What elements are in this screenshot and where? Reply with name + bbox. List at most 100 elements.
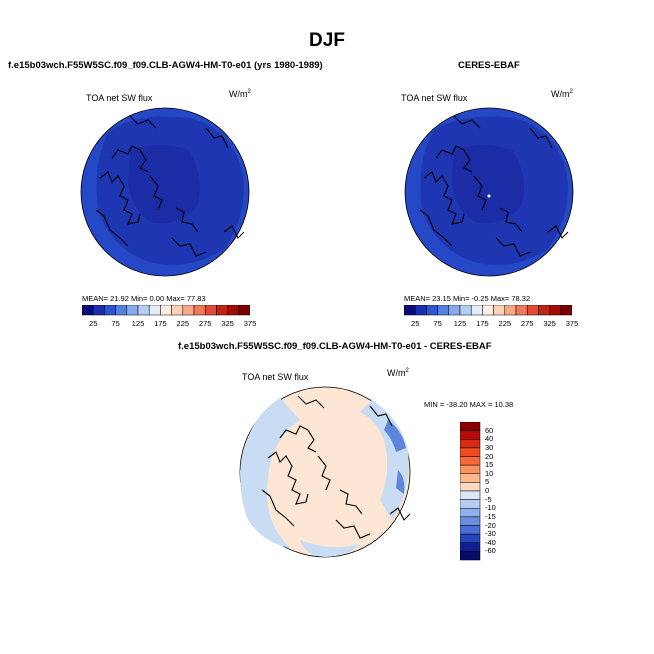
diff-colorbar-labels: 60 40 30 20 15 10 5 0 -5 -10 -15 -20 -30 -40 -60 — [485, 422, 515, 562]
obs-colorbar-tick-label: 275 — [520, 319, 534, 328]
diff-colorbar — [460, 422, 481, 561]
obs-colorbar-swatch — [448, 305, 461, 316]
obs-colorbar-tick-label: 75 — [433, 319, 442, 328]
obs-colorbar-labels: 25 75 125 175 225 275 325 375 — [404, 319, 578, 331]
diff-colorbar-swatch — [460, 439, 481, 449]
obs-map-arctic-core — [452, 145, 525, 224]
model-polar-map — [80, 107, 250, 277]
diff-map-blue-region-west — [240, 398, 300, 548]
obs-colorbar-swatch — [414, 305, 427, 316]
diff-colorbar-swatch — [460, 551, 481, 561]
obs-colorbar-swatch — [470, 305, 483, 316]
obs-colorbar-swatch — [493, 305, 506, 316]
model-panel-title: f.e15b03wch.F55W5SC.f09_f09.CLB-AGW4-HM-… — [8, 60, 323, 71]
model-colorbar-swatch — [160, 305, 172, 316]
obs-colorbar-swatch — [515, 305, 528, 316]
page-title: DJF — [309, 30, 345, 51]
model-colorbar-tick-label: 175 — [154, 319, 167, 328]
model-map-arctic-core — [128, 145, 201, 224]
diff-colorbar-swatch — [460, 508, 481, 518]
diff-colorbar-swatch — [460, 430, 481, 440]
diff-variable-label: TOA net SW flux — [242, 372, 309, 382]
diff-map-coastlines — [261, 395, 411, 539]
model-colorbar-swatch — [104, 305, 116, 316]
obs-colorbar-swatch — [404, 305, 416, 316]
model-colorbar-tick-label: 225 — [176, 319, 190, 328]
model-colorbar-labels: 25 75 125 175 225 275 325 375 — [82, 319, 256, 331]
obs-colorbar-swatch — [437, 305, 450, 316]
diff-stats: MIN = -38.20 MAX = 10.38 — [424, 400, 514, 409]
diff-polar-map — [239, 386, 411, 558]
obs-units-label: W/m2 — [551, 89, 573, 99]
diff-colorbar-tick-label: -5 — [485, 494, 492, 504]
obs-stats: MEAN= 23.15 Min= -0.25 Max= 78.32 — [404, 294, 531, 303]
diff-colorbar-tick-label: 15 — [485, 460, 494, 470]
diff-colorbar-tick-label: 10 — [485, 468, 494, 478]
diff-colorbar-tick-label: -15 — [485, 511, 496, 521]
diff-colorbar-tick-label: 60 — [485, 425, 494, 435]
diff-map-deep-blue-patch-2 — [396, 470, 405, 494]
diff-colorbar-swatch — [460, 533, 481, 544]
diff-colorbar-swatch — [460, 464, 481, 475]
obs-map-coastlines — [419, 115, 569, 257]
obs-colorbar-swatch — [526, 305, 539, 316]
model-variable-label: TOA net SW flux — [86, 93, 153, 103]
model-colorbar-tick-label: 25 — [89, 319, 98, 328]
diff-colorbar-swatch — [460, 473, 481, 483]
obs-colorbar-swatch — [549, 305, 562, 316]
model-colorbar-swatch — [171, 305, 184, 316]
obs-panel-title: CERES-EBAF — [458, 60, 520, 71]
obs-colorbar-tick-label: 25 — [411, 319, 420, 328]
diff-colorbar-tick-label: -30 — [485, 529, 496, 539]
model-colorbar-swatch — [193, 305, 206, 316]
diff-colorbar-tick-label: -10 — [485, 503, 496, 513]
diff-colorbar-swatch — [460, 482, 481, 492]
diff-colorbar-swatch — [460, 542, 481, 552]
model-colorbar-swatch — [148, 305, 161, 316]
obs-colorbar-swatch — [560, 305, 572, 316]
obs-polar-map — [404, 107, 574, 277]
obs-colorbar-tick-label: 225 — [498, 319, 512, 328]
diff-colorbar-swatch — [460, 499, 481, 509]
model-units-label: W/m2 — [229, 89, 251, 99]
obs-map-pole-point — [487, 194, 491, 198]
model-map-coastlines — [95, 115, 245, 257]
diff-colorbar-tick-label: -20 — [485, 520, 496, 530]
model-colorbar — [82, 305, 250, 316]
model-colorbar-swatch — [204, 305, 217, 316]
obs-colorbar-swatch — [482, 305, 494, 316]
diff-colorbar-swatch — [460, 456, 481, 466]
diff-colorbar-tick-label: 5 — [485, 477, 490, 487]
model-colorbar-tick-label: 125 — [131, 319, 145, 328]
diff-colorbar-swatch — [460, 516, 481, 526]
diff-colorbar-swatch — [460, 525, 481, 535]
model-colorbar-swatch — [92, 305, 105, 316]
diff-units-label: W/m2 — [387, 368, 409, 378]
diff-colorbar-swatch — [460, 447, 481, 457]
diff-colorbar-swatch — [460, 422, 481, 431]
obs-colorbar-tick-label: 125 — [453, 319, 467, 328]
obs-colorbar-swatch — [538, 305, 550, 316]
diff-map-deep-blue-patch — [384, 420, 406, 452]
model-colorbar-tick-label: 375 — [243, 319, 257, 328]
model-colorbar-swatch — [137, 305, 150, 316]
diff-colorbar-tick-label: -40 — [485, 537, 496, 547]
diff-panel-title: f.e15b03wch.F55W5SC.f09_f09.CLB-AGW4-HM-… — [178, 341, 492, 352]
obs-colorbar-swatch — [426, 305, 438, 316]
model-colorbar-tick-label: 275 — [198, 319, 212, 328]
diff-colorbar-tick-label: 30 — [485, 442, 494, 452]
model-colorbar-swatch — [126, 305, 139, 316]
obs-colorbar-swatch — [504, 305, 517, 316]
model-colorbar-swatch — [182, 305, 195, 316]
obs-colorbar-tick-label: 325 — [543, 319, 556, 328]
model-colorbar-tick-label: 75 — [111, 319, 120, 328]
model-stats: MEAN= 21.92 Min= 0.00 Max= 77.83 — [82, 294, 206, 303]
model-colorbar-swatch — [216, 305, 228, 316]
diff-colorbar-tick-label: 0 — [485, 486, 490, 495]
model-colorbar-swatch — [227, 305, 240, 316]
diff-colorbar-swatch — [460, 490, 481, 500]
diff-colorbar-tick-label: 40 — [485, 434, 494, 444]
obs-variable-label: TOA net SW flux — [401, 93, 468, 103]
model-colorbar-tick-label: 325 — [221, 319, 234, 328]
